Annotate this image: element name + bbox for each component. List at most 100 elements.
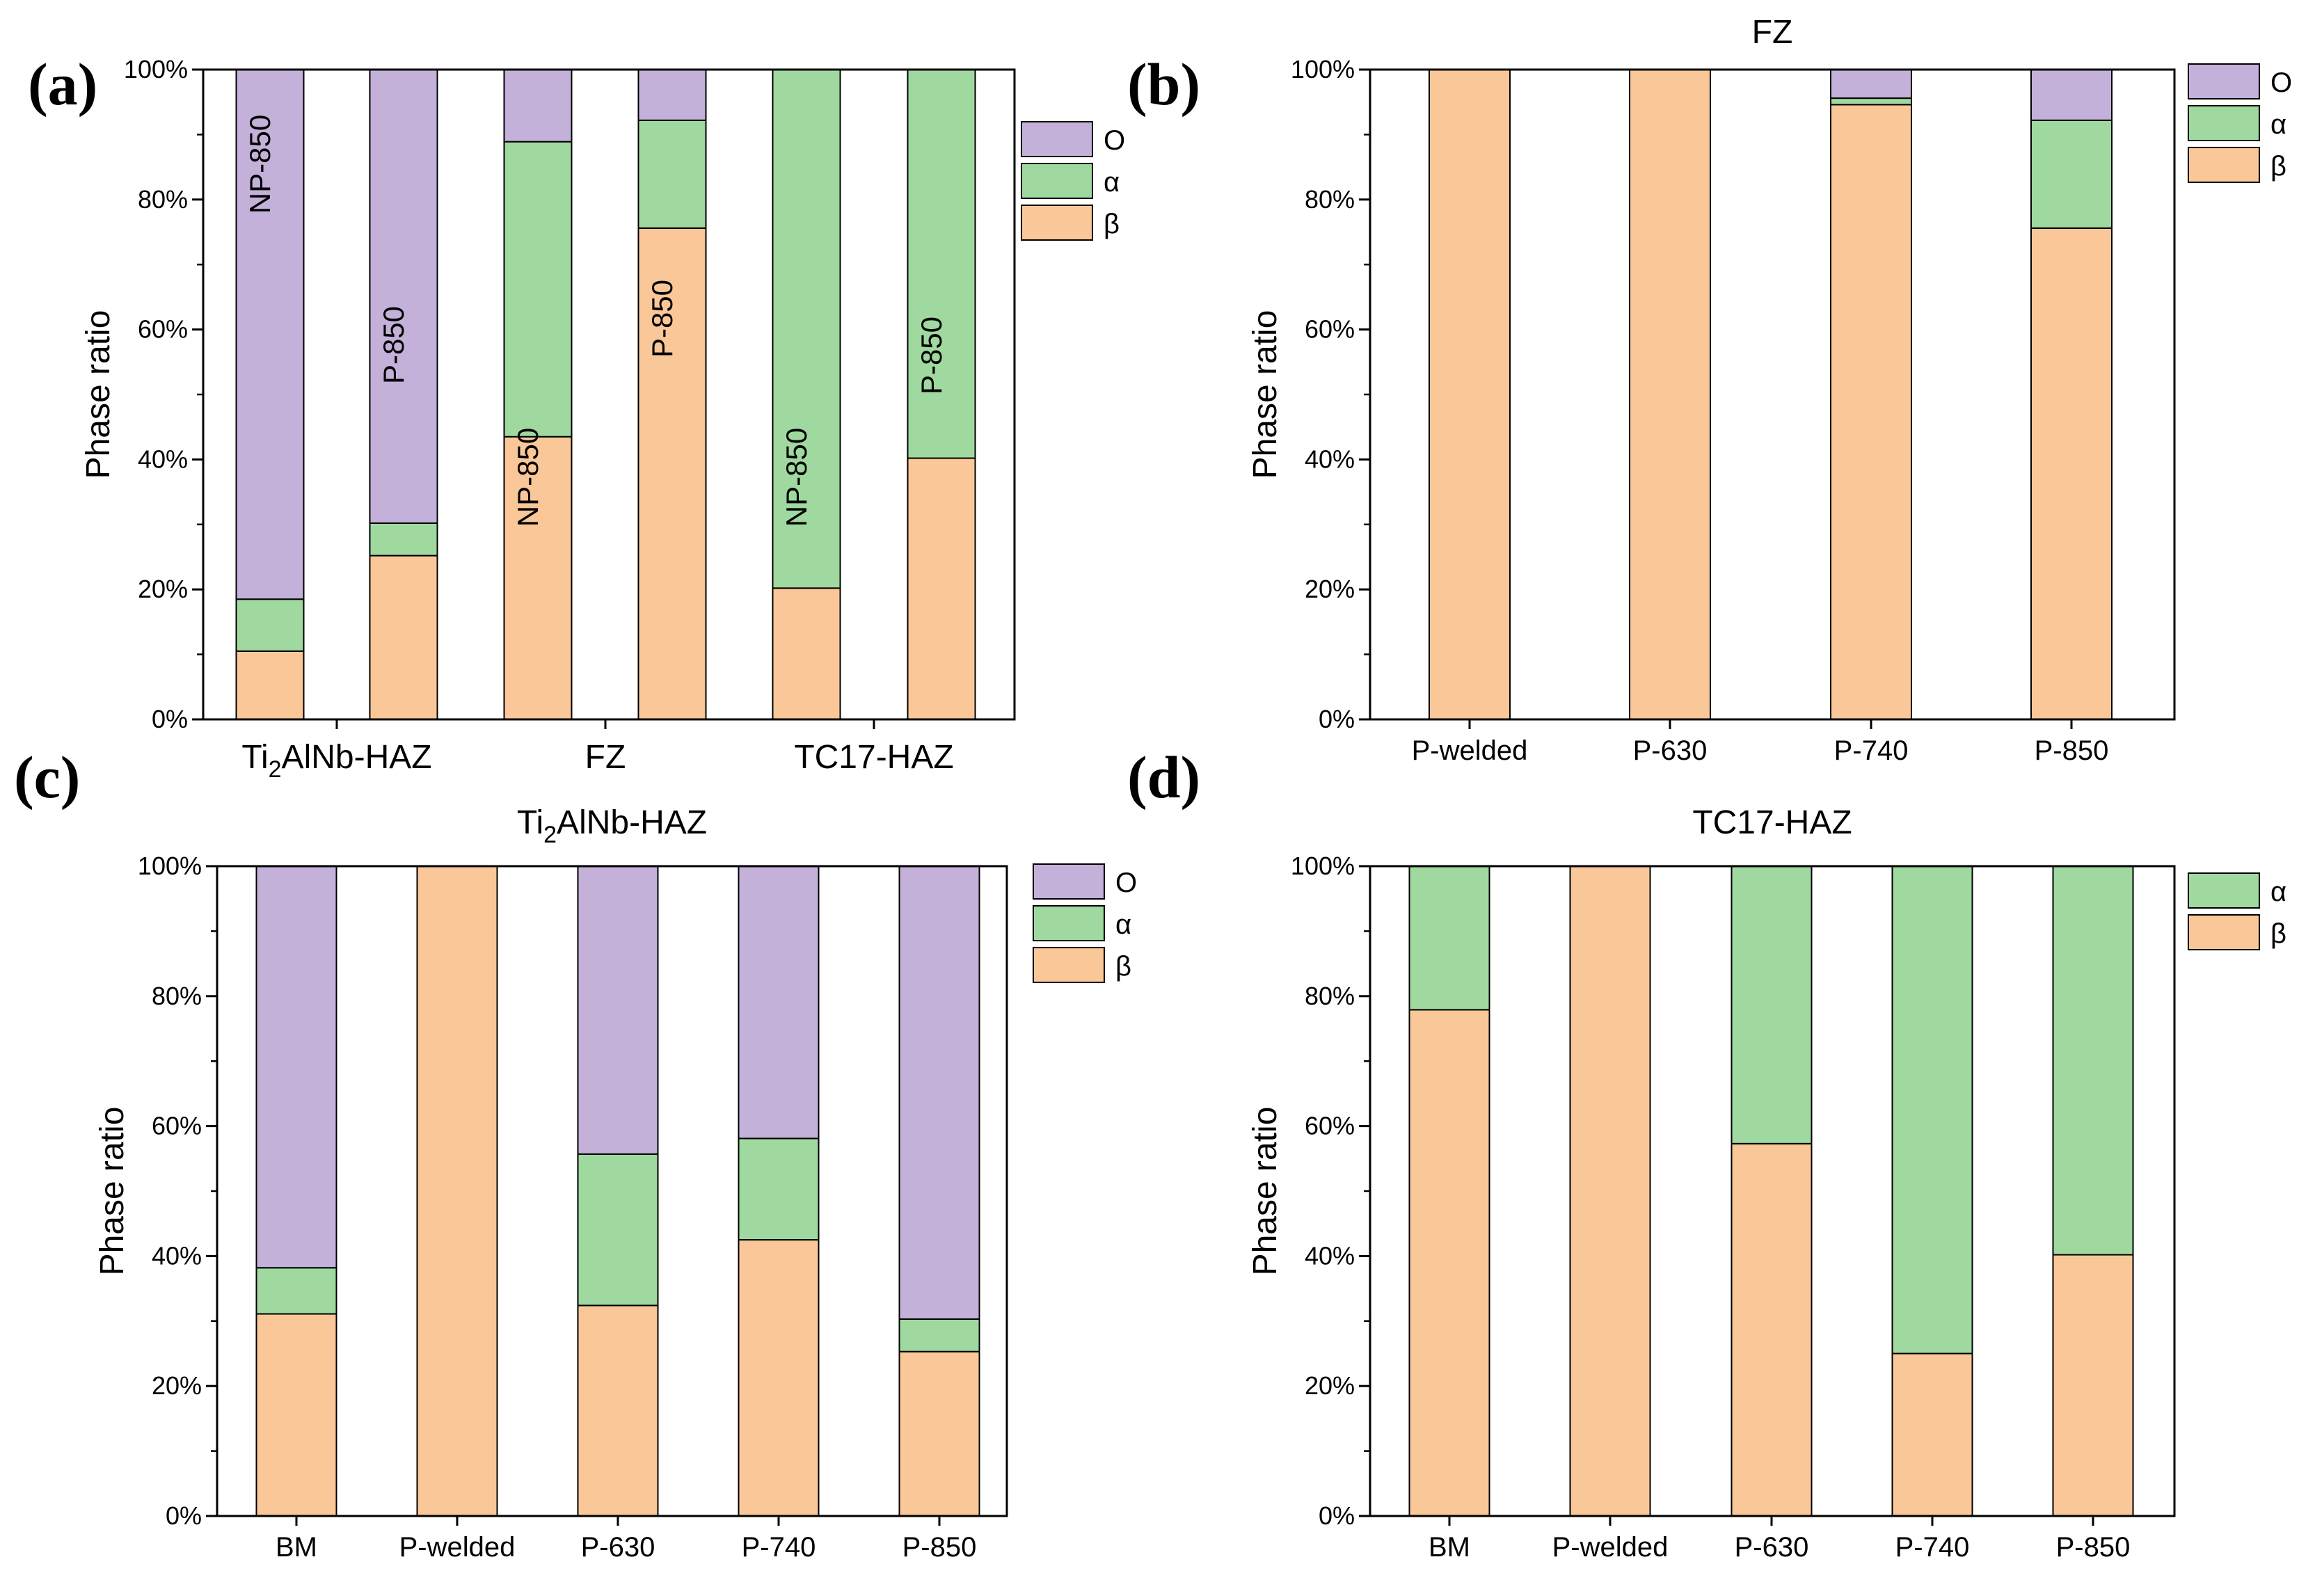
x-tick-label: BM <box>1429 1532 1470 1563</box>
y-tick-label: 80% <box>1305 185 1355 214</box>
bar-alpha-5 <box>907 69 976 459</box>
legend-swatch-0 <box>1021 121 1093 157</box>
legend-swatch-2 <box>1033 947 1105 983</box>
chart-title: Ti2AlNb-HAZ <box>517 804 707 848</box>
y-tick-label: 0% <box>1319 705 1355 733</box>
x-tick-label: P-850 <box>2056 1532 2131 1563</box>
legend-swatch-0 <box>2188 63 2260 99</box>
legend-swatch-1 <box>2188 914 2260 950</box>
y-tick-label: 40% <box>1305 445 1355 473</box>
bar-beta-4 <box>772 587 841 720</box>
legend-label: β <box>2270 151 2286 182</box>
bar-O-3 <box>2030 69 2113 121</box>
chart-title: TC17-HAZ <box>1692 804 1852 841</box>
y-tick-label: 20% <box>152 1371 202 1400</box>
bar-O-2 <box>577 865 659 1155</box>
y-axis-label: Phase ratio <box>94 1107 131 1276</box>
x-tick-label: P-850 <box>2035 735 2109 766</box>
x-tick-label: P-630 <box>1633 735 1708 766</box>
x-tick-label: P-630 <box>581 1532 655 1563</box>
bar-beta-4 <box>2052 1254 2134 1517</box>
bar-sample-label: NP-850 <box>244 115 276 214</box>
y-axis-label: Phase ratio <box>1247 310 1284 479</box>
bar-beta-2 <box>577 1304 659 1517</box>
bar-alpha-0 <box>255 1267 337 1315</box>
bar-beta-0 <box>1429 69 1511 720</box>
x-tick-label: P-740 <box>1834 735 1909 766</box>
x-group-label: TC17-HAZ <box>794 739 953 776</box>
bar-alpha-4 <box>2052 865 2134 1256</box>
legend-swatch-0 <box>1033 863 1105 900</box>
y-tick-label: 60% <box>138 315 188 344</box>
legend: Oαβ <box>1021 121 1125 241</box>
bar-sample-label: P-850 <box>377 306 410 384</box>
legend-label: O <box>1104 125 1125 156</box>
bar-O-2 <box>1830 69 1912 99</box>
legend-label: β <box>2270 918 2286 949</box>
legend-label: O <box>1115 868 1137 898</box>
y-tick-label: 80% <box>138 185 188 214</box>
bar-beta-1 <box>1629 69 1711 720</box>
x-group-label: FZ <box>585 739 626 776</box>
bar-beta-4 <box>898 1350 980 1517</box>
x-tick-label: P-welded <box>1412 735 1528 766</box>
bar-beta-1 <box>416 865 498 1517</box>
plot-frame <box>202 68 1016 721</box>
y-tick-label: 20% <box>1305 575 1355 603</box>
bar-alpha-4 <box>898 1318 980 1352</box>
bar-alpha-2 <box>577 1153 659 1307</box>
bar-beta-5 <box>907 457 976 720</box>
y-tick-label: 40% <box>152 1241 202 1270</box>
bar-beta-2 <box>1830 104 1912 721</box>
x-tick-label: P-welded <box>1552 1532 1669 1563</box>
bar-alpha-4 <box>772 69 841 589</box>
bar-O-3 <box>738 865 820 1140</box>
x-tick-label: P-850 <box>902 1532 977 1563</box>
x-tick-label: P-740 <box>1895 1532 1970 1563</box>
y-axis-label: Phase ratio <box>80 310 117 479</box>
bar-sample-label: NP-850 <box>511 428 544 527</box>
bar-O-4 <box>898 865 980 1320</box>
legend-label: α <box>2270 877 2286 907</box>
bar-alpha-0 <box>1408 865 1490 1011</box>
bar-beta-1 <box>1569 865 1651 1517</box>
bar-alpha-0 <box>235 598 305 652</box>
legend-label: β <box>1104 209 1120 239</box>
bar-alpha-3 <box>1891 865 1973 1355</box>
y-tick-label: 20% <box>138 575 188 603</box>
legend-swatch-1 <box>1033 905 1105 941</box>
bar-alpha-2 <box>1830 97 1912 106</box>
legend: Oαβ <box>1033 863 1137 983</box>
legend-label: O <box>2270 67 2292 98</box>
y-tick-label: 100% <box>124 55 188 83</box>
legend-label: β <box>1115 951 1131 982</box>
bar-beta-3 <box>2030 227 2113 720</box>
bar-alpha-2 <box>503 141 573 438</box>
y-tick-label: 100% <box>1291 55 1355 83</box>
bar-sample-label: P-850 <box>915 317 948 394</box>
bar-sample-label: P-850 <box>646 280 678 358</box>
bar-alpha-2 <box>1731 865 1813 1144</box>
bar-alpha-3 <box>738 1138 820 1241</box>
panel-label: (a) <box>28 51 97 118</box>
y-tick-label: 20% <box>1305 1371 1355 1400</box>
panel-label: (c) <box>14 744 80 811</box>
x-group-label: Ti2AlNb-HAZ <box>241 739 431 783</box>
bar-alpha-3 <box>637 119 707 229</box>
legend-swatch-1 <box>2188 105 2260 141</box>
panel-label: (d) <box>1127 744 1200 811</box>
bar-beta-0 <box>235 650 305 720</box>
legend-label: α <box>1115 909 1131 940</box>
legend-label: α <box>2270 109 2286 140</box>
panel-a: 0% 20% 40% 60% 80% 100% Phase ratio Ti2AlNb-HAZ… <box>28 51 1125 783</box>
bar-O-0 <box>255 865 337 1269</box>
bar-beta-1 <box>369 554 438 721</box>
panel-b: 0% 20% 40% 60% 80% 100% Phase ratio P-welded P-6… <box>1127 14 2292 766</box>
bar-beta-3 <box>1891 1352 1973 1517</box>
y-tick-label: 80% <box>152 982 202 1010</box>
legend-label: α <box>1104 167 1120 198</box>
y-tick-label: 60% <box>152 1112 202 1140</box>
bar-O-2 <box>503 69 573 143</box>
